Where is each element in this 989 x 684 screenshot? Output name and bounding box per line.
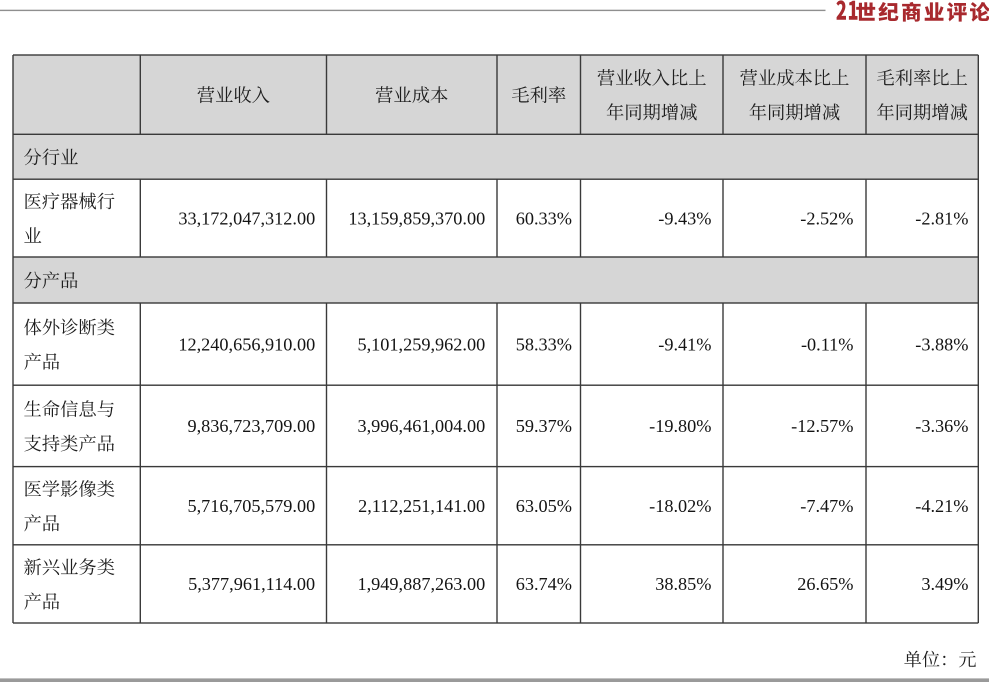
- svg-text:9,836,723,709.00: 9,836,723,709.00: [187, 416, 315, 436]
- svg-text:13,159,859,370.00: 13,159,859,370.00: [348, 208, 485, 228]
- svg-text:-3.36%: -3.36%: [915, 416, 968, 436]
- svg-text:63.74%: 63.74%: [516, 574, 572, 594]
- svg-text:60.33%: 60.33%: [516, 208, 572, 228]
- svg-text:59.37%: 59.37%: [516, 416, 572, 436]
- svg-text:-9.43%: -9.43%: [658, 208, 711, 228]
- svg-text:-7.47%: -7.47%: [800, 496, 853, 516]
- svg-text:33,172,047,312.00: 33,172,047,312.00: [178, 208, 315, 228]
- svg-text:2,112,251,141.00: 2,112,251,141.00: [358, 496, 485, 516]
- svg-text:-9.41%: -9.41%: [658, 334, 711, 354]
- svg-text:58.33%: 58.33%: [516, 334, 572, 354]
- svg-text:5,101,259,962.00: 5,101,259,962.00: [357, 334, 485, 354]
- svg-text:-3.88%: -3.88%: [915, 334, 968, 354]
- svg-text:-19.80%: -19.80%: [649, 416, 711, 436]
- svg-text:3,996,461,004.00: 3,996,461,004.00: [357, 416, 485, 436]
- svg-text:38.85%: 38.85%: [655, 574, 711, 594]
- svg-text:-0.11%: -0.11%: [801, 334, 854, 354]
- svg-text:3.49%: 3.49%: [921, 574, 968, 594]
- svg-text:-18.02%: -18.02%: [649, 496, 711, 516]
- svg-text:-4.21%: -4.21%: [915, 496, 968, 516]
- svg-text:1,949,887,263.00: 1,949,887,263.00: [357, 574, 485, 594]
- svg-text:-2.52%: -2.52%: [800, 208, 853, 228]
- svg-text:26.65%: 26.65%: [797, 574, 853, 594]
- svg-text:-2.81%: -2.81%: [915, 208, 968, 228]
- svg-text:5,377,961,114.00: 5,377,961,114.00: [188, 574, 315, 594]
- svg-text:12,240,656,910.00: 12,240,656,910.00: [178, 334, 315, 354]
- svg-text:5,716,705,579.00: 5,716,705,579.00: [187, 496, 315, 516]
- svg-text:63.05%: 63.05%: [516, 496, 572, 516]
- svg-text:-12.57%: -12.57%: [791, 416, 853, 436]
